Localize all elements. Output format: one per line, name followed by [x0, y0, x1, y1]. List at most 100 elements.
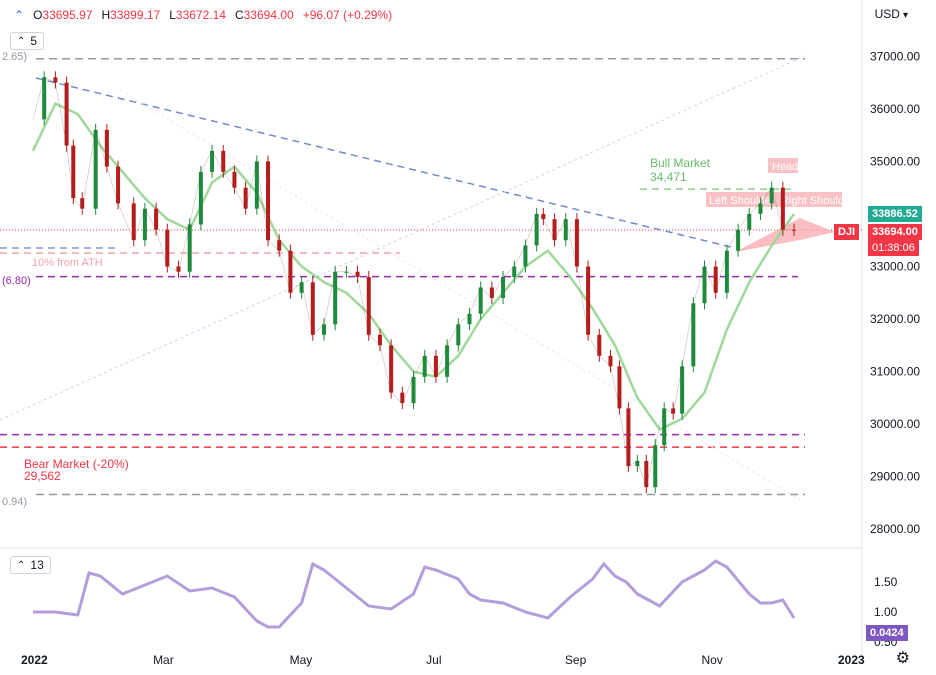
- head-label: Head: [772, 161, 798, 173]
- collapse-legend-icon[interactable]: ⌃: [14, 8, 25, 22]
- candle-body: [104, 129, 109, 167]
- price-tick-label: 29000.00: [870, 470, 920, 484]
- symbol-tag: DJI: [834, 224, 860, 240]
- shoulder-label-bg: [706, 192, 842, 207]
- indicator-value-tag: 0.0424: [866, 625, 908, 641]
- bull-market-value: 34,471: [650, 170, 687, 184]
- candle-body: [243, 187, 248, 209]
- candle-body: [769, 187, 774, 204]
- price-tick-label: 36000.00: [870, 102, 920, 116]
- candle-body: [792, 229, 797, 231]
- time-tick-label: May: [290, 653, 313, 667]
- fib-mid-label: (6.80): [2, 275, 31, 287]
- currency-label: USD: [874, 7, 900, 21]
- ohlc-high: H33899.17: [101, 8, 160, 22]
- candle-body: [662, 408, 667, 446]
- ohlc-open: O33695.97: [33, 8, 92, 22]
- candle-body: [154, 208, 159, 230]
- candle-body: [221, 150, 226, 172]
- candle-body: [333, 271, 338, 325]
- indicator-tick-label: 1.00: [874, 605, 898, 619]
- candle-body: [288, 250, 293, 293]
- candle-body: [534, 213, 539, 246]
- candle-body: [411, 376, 416, 404]
- gear-icon[interactable]: ⚙: [895, 650, 910, 667]
- time-tick-label: Jul: [426, 653, 441, 667]
- candle-body: [563, 219, 568, 241]
- price-close-line: [32, 76, 795, 489]
- candle-body: [456, 324, 461, 346]
- fib-extension-line: [0, 55, 806, 421]
- bear-market-value: 29,562: [24, 469, 61, 483]
- bar-countdown-tag: 01:38:06: [868, 240, 919, 256]
- fib-bottom-label: 0.94): [2, 496, 27, 508]
- candle-body: [617, 366, 622, 409]
- candle-body: [747, 213, 752, 230]
- pattern-triangle: [735, 218, 835, 252]
- candle-body: [321, 324, 326, 335]
- price-tick-label: 30000.00: [870, 417, 920, 431]
- price-tick-label: 28000.00: [870, 522, 920, 536]
- time-tick-label: 2022: [21, 653, 48, 667]
- price-tick-label: 33000.00: [870, 259, 920, 273]
- candle-body: [713, 266, 718, 293]
- head-label-bg: [768, 158, 798, 173]
- candle-body: [176, 266, 181, 272]
- candle-body: [541, 213, 546, 220]
- candle-body: [574, 219, 579, 267]
- low-value: 33672.14: [175, 8, 226, 22]
- candle-body: [597, 334, 602, 356]
- candle-body: [644, 460, 649, 488]
- close-value: 33694.00: [243, 8, 294, 22]
- candle-body: [653, 445, 658, 488]
- candle-body: [116, 166, 121, 204]
- candle-body: [635, 460, 640, 467]
- candle-body: [299, 282, 304, 293]
- candle-body: [736, 229, 741, 251]
- ohlc-legend: ⌃ O33695.97 H33899.17 L33672.14 C33694.0…: [14, 8, 392, 22]
- currency-selector[interactable]: USD ▾: [875, 7, 908, 21]
- high-value: 33899.17: [110, 8, 161, 22]
- close-key: C: [234, 8, 244, 22]
- low-key: L: [169, 8, 176, 22]
- candle-body: [165, 229, 170, 267]
- open-key: O: [33, 8, 43, 22]
- lower-indicator-chip[interactable]: ⌃ 13: [10, 556, 51, 574]
- candle-body: [780, 187, 785, 230]
- candle-body: [680, 366, 685, 414]
- price-tick-label: 31000.00: [870, 365, 920, 379]
- candle-body: [445, 345, 450, 377]
- bull-market-title: Bull Market: [650, 156, 711, 170]
- candle-body: [422, 355, 427, 377]
- time-tick-label: Sep: [565, 653, 587, 667]
- candle-body: [691, 303, 696, 367]
- candle-body: [277, 240, 282, 251]
- candle-body: [626, 408, 631, 467]
- left-shoulder-label: Left Shoulder: [709, 195, 775, 207]
- candle-body: [131, 203, 136, 241]
- candle-body: [478, 287, 483, 314]
- candle-body: [467, 313, 472, 325]
- ohlc-change: +96.07 (+0.29%): [302, 8, 393, 22]
- time-tick-label: Mar: [153, 653, 174, 667]
- high-price-tag: 33886.52: [868, 206, 922, 222]
- candle-body: [187, 224, 192, 272]
- candle-body: [344, 271, 349, 273]
- open-value: 33695.97: [42, 8, 93, 22]
- candle-body: [671, 408, 676, 414]
- fib-top-label: 2.65): [2, 51, 27, 63]
- candle-body: [586, 266, 591, 335]
- candle-body: [254, 161, 259, 209]
- candle-body: [501, 276, 506, 299]
- price-indicator-chip[interactable]: ⌃ 5: [10, 32, 45, 50]
- time-tick-label: Nov: [701, 653, 722, 667]
- ohlc-low: L33672.14: [169, 8, 226, 22]
- candle-body: [232, 171, 237, 188]
- ten-percent-label: 10% from ATH: [32, 257, 103, 269]
- indicator-tick-label: 1.50: [874, 575, 898, 589]
- candle-body: [42, 77, 47, 120]
- fib-diagonal-line: [119, 89, 801, 501]
- candle-body: [433, 355, 438, 377]
